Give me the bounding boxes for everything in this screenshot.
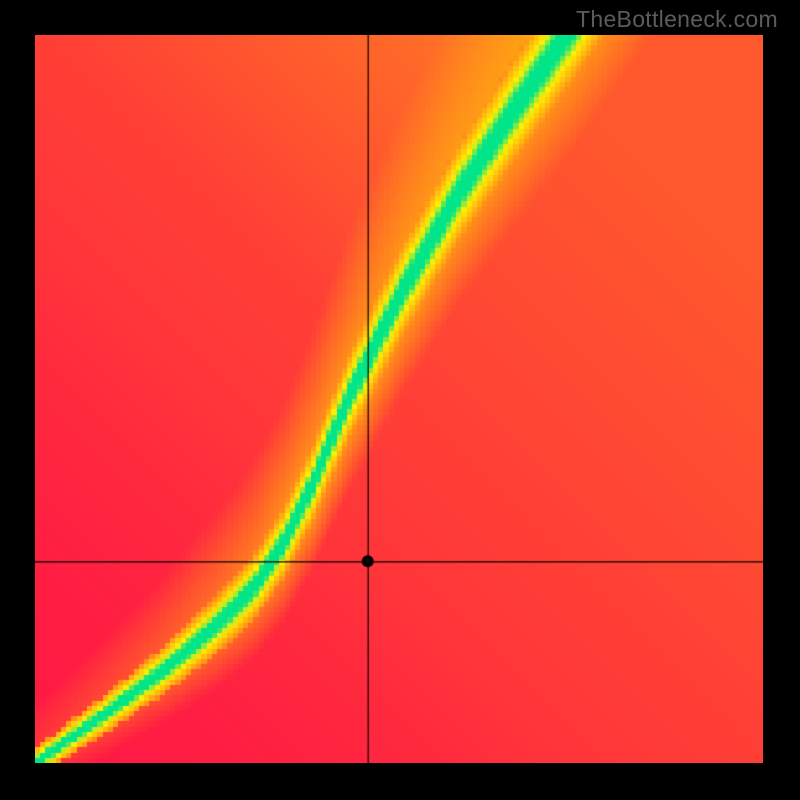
watermark-text: TheBottleneck.com bbox=[576, 6, 778, 33]
chart-frame: TheBottleneck.com bbox=[0, 0, 800, 800]
heatmap-canvas bbox=[35, 35, 763, 763]
